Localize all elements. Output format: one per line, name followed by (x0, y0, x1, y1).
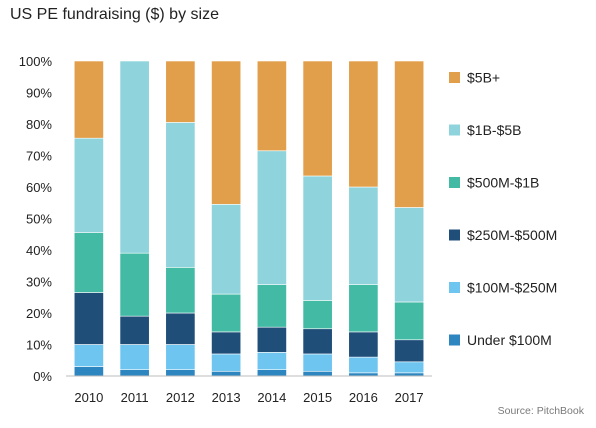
legend-item: Under $100M (449, 332, 552, 348)
y-tick-label: 80% (26, 117, 52, 132)
legend-item: $1B-$5B (449, 122, 521, 138)
bar-segment-2013-5 (211, 60, 242, 205)
y-tick-label: 30% (26, 275, 52, 290)
y-tick-label: 20% (26, 306, 52, 321)
x-tick-label: 2012 (166, 390, 195, 405)
bar-segment-2016-1 (348, 356, 379, 374)
bar-segment-2012-3 (165, 267, 196, 314)
bar-segment-2011-3 (119, 252, 150, 317)
bar-segment-2016-2 (348, 331, 379, 358)
bar-segment-2017-2 (394, 339, 425, 363)
bar-stack-2017 (394, 60, 425, 377)
bar-segment-2013-1 (211, 353, 242, 372)
x-tick-label: 2010 (74, 390, 103, 405)
bar-segment-2015-3 (302, 300, 333, 330)
bar-segment-2012-0 (165, 369, 196, 377)
legend-item: $500M-$1B (449, 175, 539, 191)
bar-segment-2014-4 (256, 150, 287, 285)
legend-label: $500M-$1B (467, 175, 539, 191)
bar-stack-2012 (165, 60, 196, 377)
legend-swatch (449, 72, 460, 83)
legend-label: $100M-$250M (467, 280, 557, 296)
bar-segment-2016-3 (348, 284, 379, 333)
bar-segment-2010-4 (73, 137, 104, 233)
x-tick-label: 2016 (349, 390, 378, 405)
bar-segment-2015-1 (302, 353, 333, 372)
bar-segment-2013-2 (211, 331, 242, 355)
bar-segment-2010-3 (73, 232, 104, 293)
y-tick-label: 0% (33, 369, 52, 384)
y-tick-label: 60% (26, 180, 52, 195)
bar-segment-2015-0 (302, 370, 333, 377)
bar-segment-2014-1 (256, 352, 287, 371)
bar-segment-2010-0 (73, 366, 104, 377)
bar-segment-2016-4 (348, 186, 379, 285)
bar-segment-2015-2 (302, 328, 333, 355)
bar-segment-2010-2 (73, 292, 104, 345)
legend-swatch (449, 229, 460, 241)
bar-segment-2012-2 (165, 312, 196, 345)
bar-stack-2010 (73, 60, 104, 377)
legend-label: Under $100M (467, 332, 552, 348)
bars (73, 60, 425, 377)
legend-swatch (449, 177, 460, 188)
chart-title: US PE fundraising ($) by size (10, 6, 219, 23)
legend-item: $250M-$500M (449, 227, 557, 243)
bar-segment-2011-0 (119, 369, 150, 377)
bar-segment-2013-4 (211, 204, 242, 295)
legend-label: $5B+ (467, 70, 500, 86)
bar-segment-2012-5 (165, 60, 196, 123)
bar-segment-2014-3 (256, 284, 287, 328)
y-tick-label: 70% (26, 149, 52, 164)
x-tick-label: 2017 (395, 390, 424, 405)
bar-segment-2010-5 (73, 60, 104, 139)
bar-segment-2017-4 (394, 207, 425, 303)
y-tick-label: 100% (19, 54, 53, 69)
y-tick-label: 90% (26, 86, 52, 101)
legend-item: $100M-$250M (449, 280, 557, 296)
bar-segment-2012-1 (165, 344, 196, 371)
bar-segment-2015-4 (302, 175, 333, 301)
bar-segment-2016-5 (348, 60, 379, 188)
bar-segment-2010-1 (73, 344, 104, 367)
bar-segment-2013-0 (211, 370, 242, 377)
legend-swatch (449, 334, 460, 346)
legend-label: $250M-$500M (467, 227, 557, 243)
bar-stack-2014 (256, 60, 287, 377)
legend-label: $1B-$5B (467, 122, 521, 138)
bar-stack-2011 (119, 60, 150, 377)
bar-segment-2014-5 (256, 60, 287, 152)
bar-segment-2014-2 (256, 326, 287, 353)
y-tick-label: 10% (26, 338, 52, 353)
bar-segment-2013-3 (211, 293, 242, 333)
bar-stack-2013 (211, 60, 242, 377)
bar-segment-2017-1 (394, 361, 425, 374)
legend: $5B+ $1B-$5B $500M-$1B $250M-$500M $100M-$25… (449, 70, 557, 348)
legend-item: $5B+ (449, 70, 500, 86)
bar-segment-2011-4 (119, 60, 150, 254)
x-tick-label: 2015 (303, 390, 332, 405)
bar-stack-2016 (348, 60, 379, 377)
legend-swatch (449, 282, 460, 293)
bar-segment-2015-5 (302, 60, 333, 177)
bar-segment-2011-1 (119, 344, 150, 371)
bar-segment-2017-3 (394, 301, 425, 341)
x-axis: 2010 2011 2012 2013 2014 2015 2016 2017 (66, 375, 432, 405)
bar-segment-2014-0 (256, 369, 287, 377)
bar-segment-2011-2 (119, 315, 150, 345)
x-tick-label: 2011 (121, 390, 149, 405)
y-tick-label: 50% (26, 212, 52, 227)
source-note: Source: PitchBook (497, 405, 584, 417)
x-tick-label: 2014 (257, 390, 286, 405)
x-tick-label: 2013 (212, 390, 241, 405)
y-axis: 0% 10% 20% 30% 40% 50% 60% 70% 80% 90% 100% (19, 54, 53, 384)
bar-stack-2015 (302, 60, 333, 377)
y-tick-label: 40% (26, 243, 52, 258)
legend-swatch (449, 124, 460, 136)
bar-segment-2012-4 (165, 122, 196, 268)
bar-segment-2017-5 (394, 60, 425, 208)
